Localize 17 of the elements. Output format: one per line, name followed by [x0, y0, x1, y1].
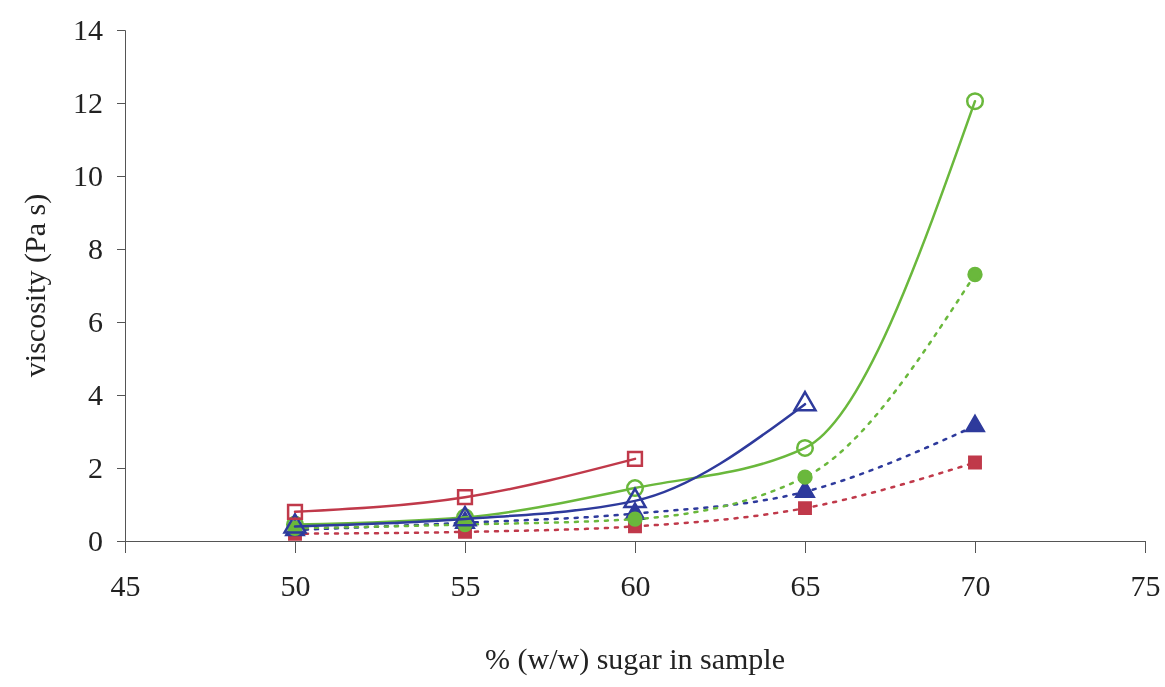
x-tick-label: 75 [1130, 569, 1161, 603]
y-tick-label: 6 [88, 305, 103, 339]
y-tick-label: 14 [73, 13, 103, 47]
y-tick-label: 12 [73, 86, 103, 120]
y-tick-label: 4 [88, 378, 103, 412]
x-tick-label: 65 [790, 569, 821, 603]
x-tick-label: 45 [110, 569, 141, 603]
y-tick-label: 8 [88, 232, 103, 266]
y-tick-label: 2 [88, 451, 103, 485]
x-tick-label: 50 [280, 569, 311, 603]
x-tick-label: 60 [620, 569, 651, 603]
x-tick-label: 55 [450, 569, 481, 603]
y-tick-label: 10 [73, 159, 103, 193]
y-axis-title: viscosity (Pa s) [18, 193, 52, 378]
x-tick-label: 70 [960, 569, 991, 603]
y-tick-label: 0 [88, 524, 103, 558]
x-axis-title: % (w/w) sugar in sample [485, 642, 785, 676]
